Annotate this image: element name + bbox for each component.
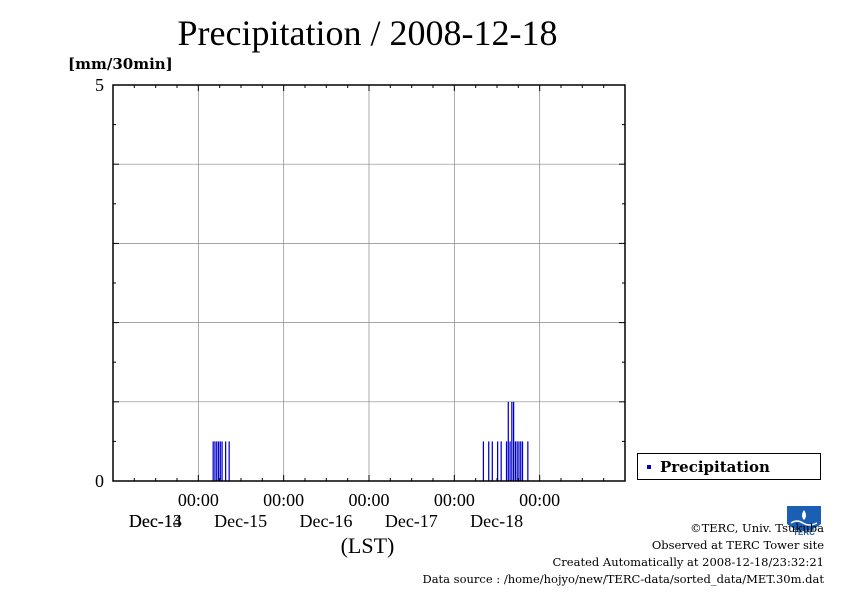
precipitation-bar bbox=[221, 441, 223, 481]
y-tick-label: 5 bbox=[95, 75, 104, 95]
terc-logo: TERC bbox=[787, 506, 821, 537]
axis-tick-labels: 0500:00Dec-1400:00Dec-1500:00Dec-1600:00… bbox=[95, 75, 560, 531]
x-tick-date-label: Dec-17 bbox=[385, 511, 438, 531]
precipitation-bar bbox=[511, 401, 513, 481]
credit-copyright: ©TERC, Univ. Tsukuba bbox=[690, 521, 824, 535]
precipitation-bar bbox=[216, 441, 218, 481]
precipitation-bar bbox=[509, 441, 511, 481]
precipitation-bar bbox=[507, 401, 509, 481]
x-tick-date-label: Dec-16 bbox=[300, 511, 353, 531]
precipitation-bars bbox=[212, 401, 529, 481]
precipitation-bar bbox=[497, 441, 499, 481]
precipitation-bar bbox=[500, 441, 502, 481]
precipitation-bar bbox=[518, 441, 520, 481]
x-tick-time-label: 00:00 bbox=[348, 490, 389, 510]
precipitation-bar bbox=[520, 441, 522, 481]
x-axis-unit-label: (LST) bbox=[340, 533, 395, 558]
precipitation-bar bbox=[217, 441, 220, 481]
x-tick-time-label: 00:00 bbox=[263, 490, 304, 510]
x-tick-time-label: 00:00 bbox=[178, 490, 219, 510]
credit-created: Created Automatically at 2008-12-18/23:3… bbox=[552, 555, 825, 569]
precipitation-bar bbox=[505, 441, 508, 481]
precipitation-bar bbox=[212, 441, 214, 481]
y-axis-unit-label: [mm/30min] bbox=[68, 55, 173, 73]
chart-title: Precipitation / 2008-12-18 bbox=[177, 13, 558, 53]
precipitation-bar bbox=[228, 441, 230, 481]
x-tick-date-label: Dec-18 bbox=[470, 511, 523, 531]
x-tick-date-label: Dec-13 bbox=[129, 511, 182, 531]
credit-site: Observed at TERC Tower site bbox=[651, 538, 824, 552]
precipitation-bar bbox=[521, 441, 524, 481]
legend: Precipitation bbox=[637, 453, 821, 480]
precipitation-bar bbox=[527, 441, 529, 481]
precipitation-bar bbox=[491, 441, 493, 481]
x-tick-time-label: 00:00 bbox=[434, 490, 475, 510]
grid-lines bbox=[113, 85, 625, 481]
logo-text: TERC bbox=[793, 528, 815, 537]
precipitation-bar bbox=[513, 401, 515, 481]
axis-ticks bbox=[112, 84, 626, 482]
precipitation-bar bbox=[488, 441, 490, 481]
credit-source: Data source : /home/hojyo/new/TERC-data/… bbox=[422, 572, 824, 586]
precipitation-bar bbox=[225, 441, 227, 481]
precipitation-bar bbox=[516, 441, 518, 481]
credits: ©TERC, Univ. Tsukuba Observed at TERC To… bbox=[422, 520, 824, 588]
legend-swatch bbox=[647, 465, 651, 469]
precipitation-bar bbox=[514, 441, 517, 481]
legend-label: Precipitation bbox=[660, 458, 770, 476]
x-tick-date-label: Dec-15 bbox=[214, 511, 267, 531]
y-tick-label: 0 bbox=[95, 471, 104, 491]
precipitation-bar bbox=[214, 441, 216, 481]
x-tick-date-label: Dec-14 bbox=[129, 511, 182, 531]
precipitation-bar bbox=[219, 441, 221, 481]
precipitation-bar bbox=[482, 441, 485, 481]
x-tick-time-label: 00:00 bbox=[519, 490, 560, 510]
